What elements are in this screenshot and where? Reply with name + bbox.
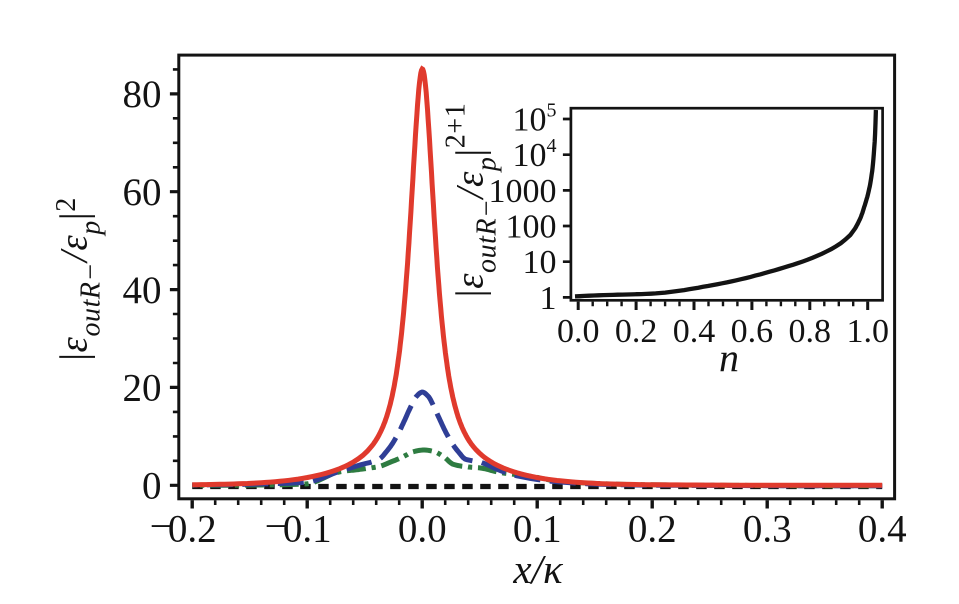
svg-text:80: 80 [123, 73, 162, 116]
svg-text:40: 40 [123, 269, 162, 312]
svg-text:0.4: 0.4 [858, 508, 907, 551]
svg-text:0.4: 0.4 [673, 313, 716, 350]
svg-text:10: 10 [523, 244, 557, 281]
svg-text:x/κ: x/κ [512, 546, 564, 592]
svg-text:0.2: 0.2 [168, 508, 217, 551]
svg-text:n: n [719, 335, 739, 380]
svg-text:0.3: 0.3 [743, 508, 792, 551]
svg-text:−: − [150, 505, 172, 548]
svg-text:0.2: 0.2 [628, 508, 677, 551]
svg-text:1: 1 [540, 280, 557, 317]
svg-text:0.6: 0.6 [731, 313, 774, 350]
svg-text:0.0: 0.0 [398, 508, 447, 551]
svg-text:0.1: 0.1 [283, 508, 332, 551]
svg-text:−: − [265, 505, 287, 548]
svg-text:1000: 1000 [489, 173, 557, 210]
svg-text:0.8: 0.8 [789, 313, 832, 350]
svg-text:20: 20 [123, 367, 162, 410]
svg-text:60: 60 [123, 171, 162, 214]
svg-text:1.0: 1.0 [846, 313, 889, 350]
svg-text:0.2: 0.2 [615, 313, 658, 350]
svg-text:100: 100 [506, 209, 557, 246]
svg-text:0.1: 0.1 [513, 508, 562, 551]
svg-text:0: 0 [142, 465, 162, 508]
svg-text:0.0: 0.0 [557, 313, 600, 350]
